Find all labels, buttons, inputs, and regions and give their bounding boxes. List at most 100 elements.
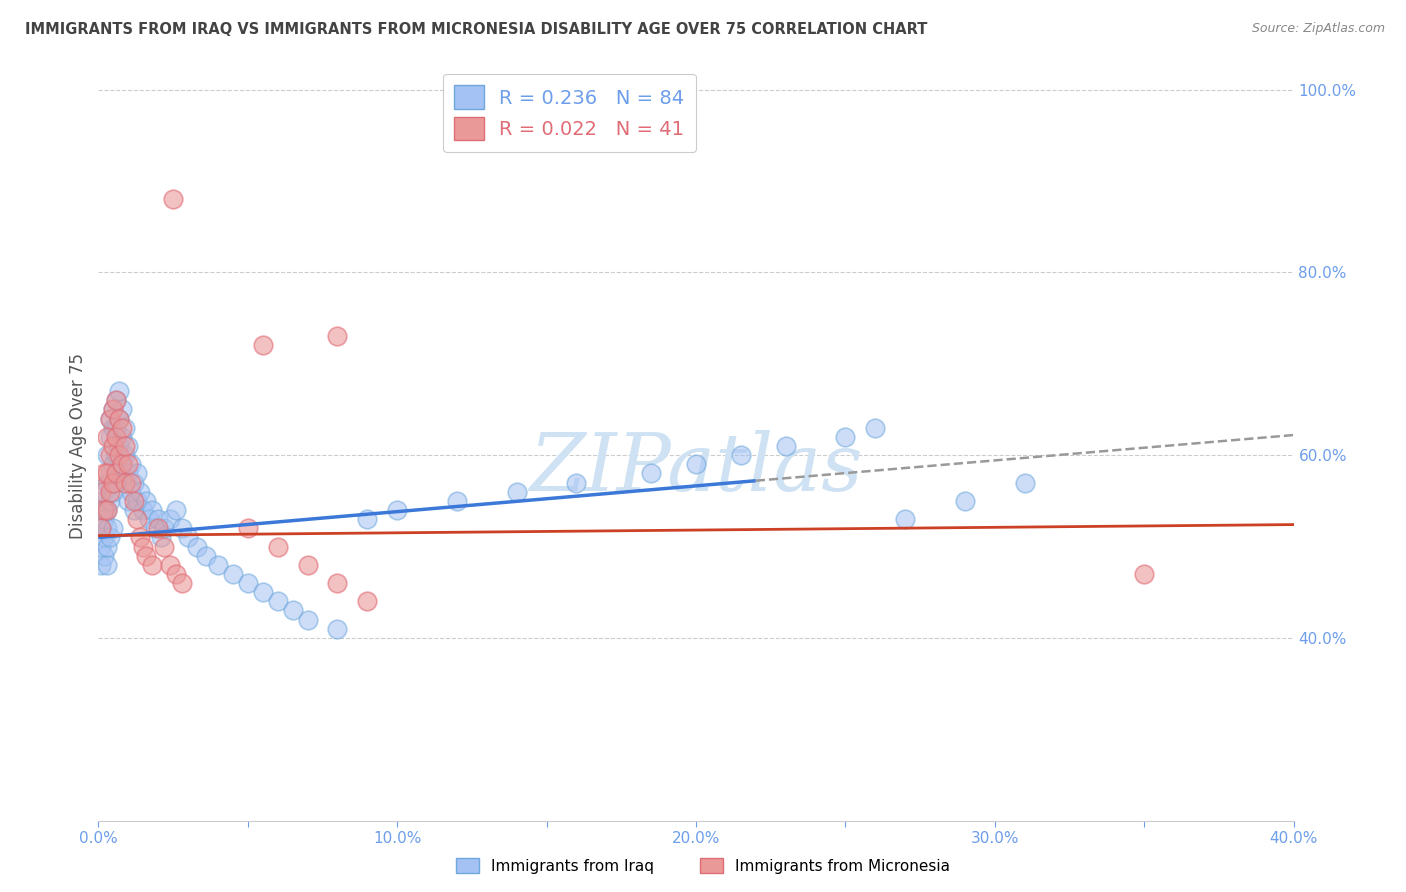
- Point: [132, 503, 155, 517]
- Point: [132, 540, 155, 554]
- Point: [90, 540, 112, 554]
- Point: [103, 402, 125, 417]
- Point: [114, 421, 136, 435]
- Point: [326, 576, 349, 591]
- Point: [172, 576, 194, 591]
- Point: [108, 439, 131, 453]
- Point: [93, 484, 115, 499]
- Point: [105, 421, 128, 435]
- Point: [105, 475, 128, 490]
- Point: [98, 467, 122, 481]
- Point: [894, 512, 917, 526]
- Point: [98, 484, 122, 499]
- Point: [93, 549, 115, 563]
- Point: [506, 484, 529, 499]
- Point: [143, 521, 166, 535]
- Point: [120, 475, 142, 490]
- Point: [326, 622, 349, 636]
- Point: [105, 448, 128, 462]
- Point: [153, 540, 176, 554]
- Point: [127, 493, 149, 508]
- Point: [90, 521, 112, 535]
- Point: [141, 503, 163, 517]
- Point: [148, 521, 170, 535]
- Point: [124, 475, 146, 490]
- Point: [93, 512, 115, 526]
- Point: [98, 411, 122, 425]
- Point: [98, 411, 122, 425]
- Point: [207, 558, 229, 572]
- Point: [1133, 566, 1156, 581]
- Point: [98, 530, 122, 544]
- Point: [93, 503, 115, 517]
- Point: [93, 503, 115, 517]
- Point: [236, 521, 259, 535]
- Point: [124, 493, 146, 508]
- Point: [98, 430, 122, 444]
- Point: [96, 540, 118, 554]
- Point: [108, 411, 131, 425]
- Point: [96, 467, 118, 481]
- Point: [385, 503, 409, 517]
- Point: [90, 484, 112, 499]
- Point: [117, 493, 139, 508]
- Point: [281, 603, 304, 617]
- Point: [565, 475, 588, 490]
- Point: [105, 393, 128, 408]
- Point: [96, 521, 118, 535]
- Point: [135, 549, 157, 563]
- Point: [117, 467, 139, 481]
- Point: [165, 503, 187, 517]
- Point: [159, 558, 181, 572]
- Point: [103, 439, 125, 453]
- Point: [96, 448, 118, 462]
- Point: [162, 192, 184, 206]
- Point: [90, 493, 112, 508]
- Text: ZIPatlas: ZIPatlas: [529, 430, 863, 508]
- Point: [159, 512, 181, 526]
- Point: [93, 467, 115, 481]
- Point: [108, 448, 131, 462]
- Point: [141, 558, 163, 572]
- Point: [640, 467, 662, 481]
- Point: [148, 512, 170, 526]
- Point: [150, 530, 173, 544]
- Point: [356, 594, 378, 608]
- Point: [114, 439, 136, 453]
- Point: [105, 430, 128, 444]
- Point: [111, 430, 134, 444]
- Point: [127, 467, 149, 481]
- Legend: R = 0.236   N = 84, R = 0.022   N = 41: R = 0.236 N = 84, R = 0.022 N = 41: [443, 73, 696, 153]
- Point: [96, 558, 118, 572]
- Point: [165, 566, 187, 581]
- Point: [108, 411, 131, 425]
- Point: [117, 439, 139, 453]
- Point: [96, 503, 118, 517]
- Point: [172, 521, 194, 535]
- Point: [252, 338, 274, 352]
- Point: [105, 393, 128, 408]
- Point: [96, 430, 118, 444]
- Point: [252, 585, 274, 599]
- Point: [103, 521, 125, 535]
- Point: [865, 421, 887, 435]
- Point: [297, 613, 319, 627]
- Point: [108, 384, 131, 399]
- Point: [96, 503, 118, 517]
- Point: [195, 549, 218, 563]
- Point: [103, 402, 125, 417]
- Text: Source: ZipAtlas.com: Source: ZipAtlas.com: [1251, 22, 1385, 36]
- Point: [98, 493, 122, 508]
- Point: [775, 439, 797, 453]
- Point: [177, 530, 200, 544]
- Point: [111, 457, 134, 471]
- Point: [685, 457, 707, 471]
- Point: [127, 512, 149, 526]
- Point: [103, 421, 125, 435]
- Point: [267, 594, 290, 608]
- Point: [114, 475, 136, 490]
- Point: [93, 530, 115, 544]
- Point: [138, 512, 160, 526]
- Point: [120, 457, 142, 471]
- Point: [129, 484, 152, 499]
